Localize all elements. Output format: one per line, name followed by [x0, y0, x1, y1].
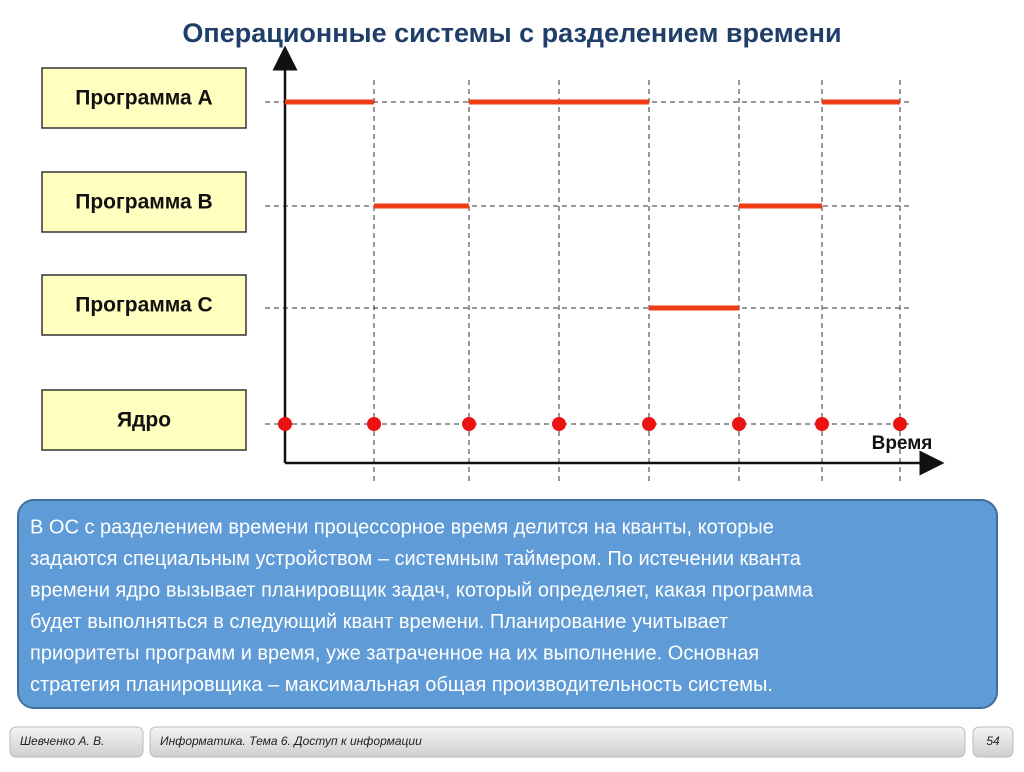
dot: [552, 417, 566, 431]
description-line: времени ядро вызывает планировщик задач,…: [30, 579, 814, 601]
description-line: будет выполняться в следующий квант врем…: [30, 611, 728, 633]
dot: [462, 417, 476, 431]
dot: [732, 417, 746, 431]
row-boxes: Программа A Программа B Программа C Ядро: [41, 67, 247, 451]
row-box: [41, 274, 247, 336]
footer-author: Шевченко А. В.: [20, 734, 104, 748]
description-line: задаются специальным устройством – систе…: [30, 548, 802, 570]
segments: [285, 99, 900, 311]
description-line: В ОС с разделением времени процессорное …: [30, 516, 774, 538]
description-box: [17, 499, 998, 709]
row-box: [41, 389, 247, 451]
grid: [265, 80, 912, 482]
row-label: Программа B: [75, 191, 212, 214]
row-label: Программа C: [75, 294, 212, 317]
footer-page: 54: [986, 734, 1000, 748]
footer-course: Информатика. Тема 6. Доступ к информации: [160, 734, 422, 748]
title: Операционные системы с разделением време…: [182, 18, 841, 48]
row-box: [41, 171, 247, 233]
footer-box: [972, 726, 1014, 758]
dot: [278, 417, 292, 431]
row-box: [41, 67, 247, 129]
description-line: стратегия планировщика – максимальная об…: [30, 674, 773, 696]
kernel-dots: [278, 417, 907, 431]
row-label: Программа A: [75, 87, 212, 110]
axis-label: Время: [872, 433, 933, 454]
footer-box: [9, 726, 144, 758]
dot: [893, 417, 907, 431]
description-line: приоритеты программ и время, уже затраче…: [30, 642, 759, 664]
footer-box: [149, 726, 966, 758]
row-label: Ядро: [117, 409, 171, 432]
dot: [642, 417, 656, 431]
dot: [367, 417, 381, 431]
description: В ОС с разделением времени процессорное …: [30, 516, 814, 696]
dot: [815, 417, 829, 431]
